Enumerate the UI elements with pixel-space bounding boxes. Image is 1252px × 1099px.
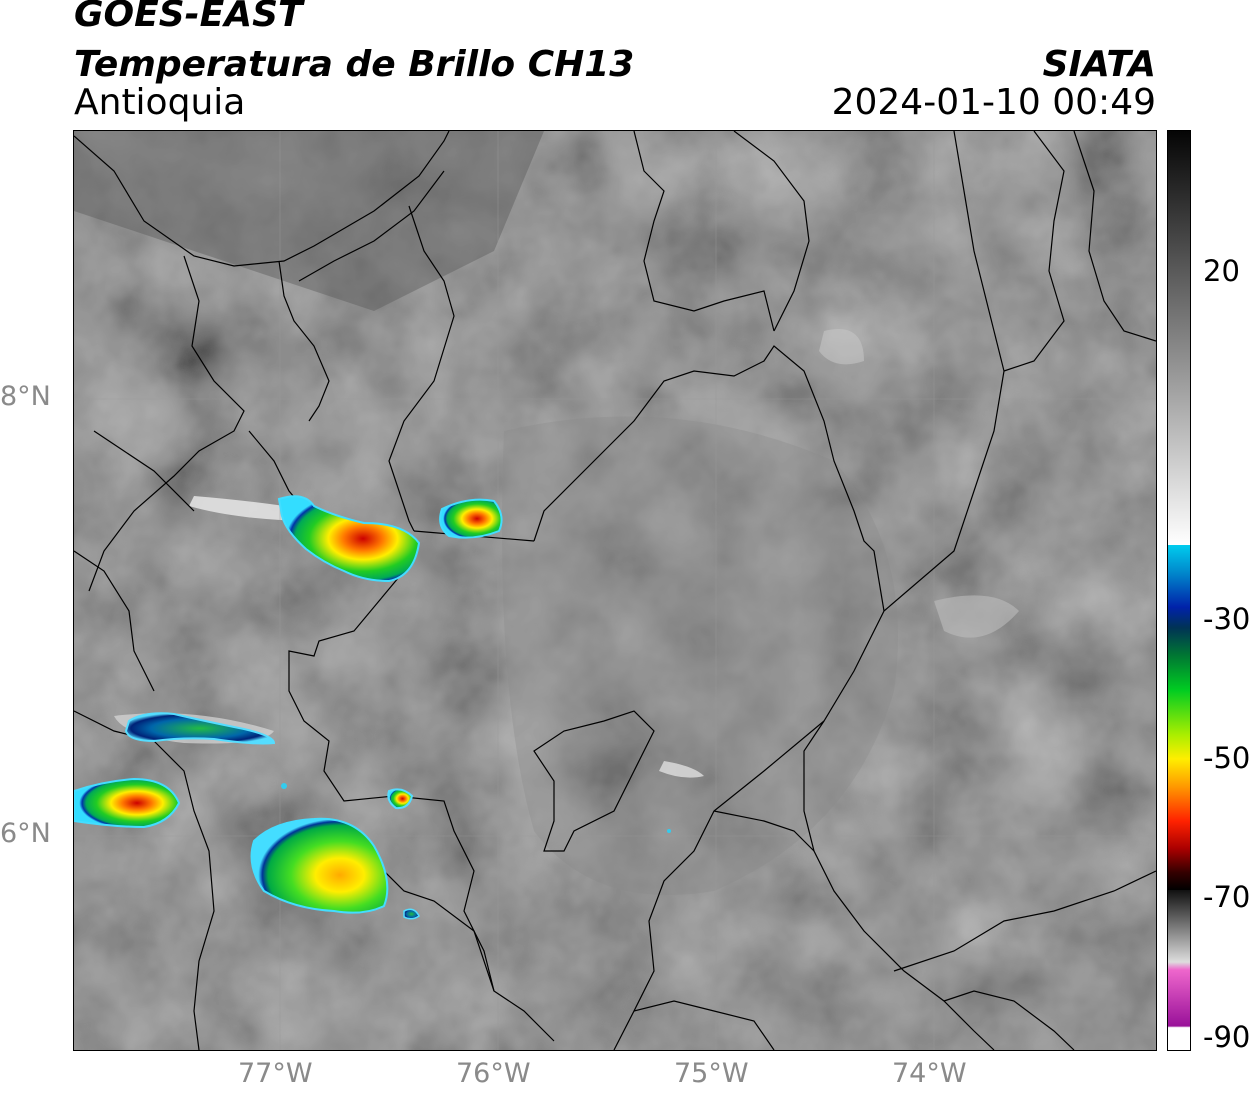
- colorbar-label-minus30: -30: [1203, 602, 1251, 636]
- cloud-streak: [934, 595, 1019, 638]
- colorbar-label-minus90: -90: [1203, 1020, 1251, 1054]
- lon-label-74W: 74°W: [892, 1058, 967, 1089]
- lat-label-6N: 6°N: [0, 818, 51, 849]
- storm-cells: [74, 495, 671, 920]
- colorbar-canvas: [1168, 131, 1190, 1050]
- map-canvas: [74, 131, 1156, 1050]
- graticule: [74, 131, 1156, 1050]
- cloud-streak: [659, 761, 704, 778]
- cloud-texture: [74, 131, 1156, 1050]
- colorbar-gray-segment: [1168, 131, 1190, 545]
- lon-label-77W: 77°W: [238, 1058, 313, 1089]
- brand-label: SIATA: [1042, 44, 1156, 85]
- region-title: Antioquia: [74, 82, 246, 123]
- colorbar-label-20: 20: [1203, 254, 1240, 288]
- colorbar: [1167, 130, 1191, 1051]
- colorbar-color-segment: [1168, 545, 1190, 890]
- colorbar-label-minus70: -70: [1203, 880, 1251, 914]
- datetime-label: 2024-01-10 00:49: [831, 82, 1156, 123]
- boundaries: [74, 131, 1156, 1050]
- lat-label-8N: 8°N: [0, 381, 51, 412]
- lon-label-75W: 75°W: [674, 1058, 749, 1089]
- cloud-streak: [819, 329, 864, 365]
- colorbar-tail-segment: [1168, 890, 1190, 1050]
- satellite-map[interactable]: [73, 130, 1157, 1051]
- colorbar-label-minus50: -50: [1203, 741, 1251, 775]
- lon-label-76W: 76°W: [456, 1058, 531, 1089]
- product-title: Temperatura de Brillo CH13: [74, 44, 635, 85]
- dark-sea-region: [74, 131, 544, 311]
- satellite-title: GOES-EAST: [74, 0, 303, 35]
- land-band: [502, 416, 898, 895]
